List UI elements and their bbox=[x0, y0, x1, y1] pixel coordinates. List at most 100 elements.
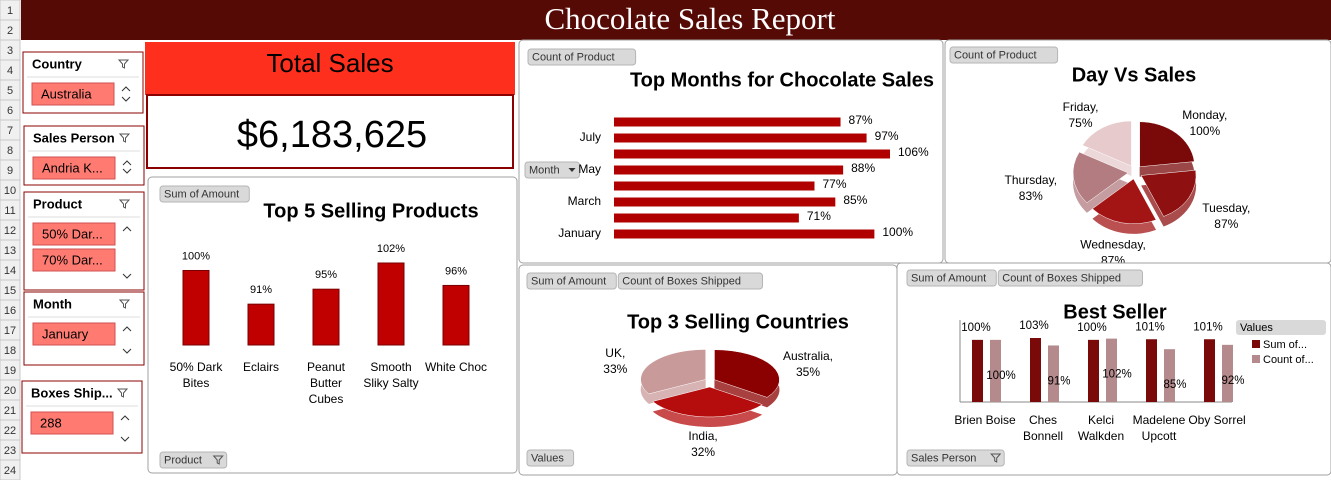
row-header: 9 bbox=[7, 165, 13, 177]
slicer-item-label: January bbox=[42, 326, 89, 341]
row-header: 11 bbox=[4, 205, 15, 217]
slicer-item[interactable] bbox=[30, 411, 114, 435]
row-header: 23 bbox=[4, 445, 16, 457]
field-button bbox=[526, 272, 617, 290]
scroll-arrows bbox=[122, 326, 132, 354]
filter-icon bbox=[117, 59, 130, 69]
data-label: 97% bbox=[875, 129, 899, 143]
slicer-item[interactable] bbox=[32, 248, 116, 272]
chart-panel bbox=[518, 264, 898, 476]
slicer-item[interactable] bbox=[32, 156, 116, 180]
data-label: 88% bbox=[851, 161, 875, 175]
bar bbox=[614, 213, 799, 223]
row-header: 14 bbox=[4, 265, 16, 277]
field-button-label: Product bbox=[164, 454, 202, 466]
pie-label-value: 75% bbox=[1069, 116, 1093, 130]
data-label: 103% bbox=[1019, 320, 1048, 332]
x-tick-label-box: Brien Boise bbox=[954, 413, 1016, 427]
x-tick-label: Smooth Sliky Salty bbox=[363, 360, 419, 390]
x-tick-label-box: White Choc bbox=[425, 360, 487, 374]
pie-label-category: Australia bbox=[783, 349, 830, 363]
row-header: 10 bbox=[4, 185, 16, 197]
x-tick-label-box: 50% Dark Bites bbox=[170, 360, 223, 390]
bar bbox=[614, 197, 836, 207]
slicer-item-label: 288 bbox=[40, 415, 62, 430]
pie-label: Monday, 100% bbox=[1182, 108, 1227, 138]
data-label: 71% bbox=[807, 209, 831, 223]
pie-label-sep: , bbox=[1224, 108, 1227, 122]
pie-label-value: 32% bbox=[691, 445, 715, 459]
row-header: 8 bbox=[7, 145, 13, 157]
scroll-arrows bbox=[121, 86, 131, 102]
slicer-item[interactable] bbox=[32, 222, 116, 246]
bar bbox=[1146, 339, 1157, 402]
bar bbox=[377, 262, 405, 346]
data-label: 87% bbox=[849, 113, 873, 127]
x-tick-label: Eclairs bbox=[242, 360, 279, 374]
field-button bbox=[159, 185, 250, 203]
y-tick-label: May bbox=[578, 162, 601, 176]
pie-label-category: Monday bbox=[1182, 108, 1225, 122]
field-button-label: Sales Person bbox=[911, 452, 976, 464]
report-title: Chocolate Sales Report bbox=[545, 1, 836, 36]
legend-title: Values bbox=[1240, 322, 1273, 334]
y-tick-label: January bbox=[558, 226, 601, 240]
pie-label-sep: , bbox=[830, 349, 833, 363]
data-label: 91% bbox=[250, 284, 272, 296]
pie-label-category: Tuesday bbox=[1202, 201, 1248, 215]
bar bbox=[1048, 345, 1059, 402]
filter-icon bbox=[118, 199, 131, 209]
row-header: 19 bbox=[4, 365, 16, 377]
x-tick-label: Oby Sorrel bbox=[1188, 413, 1246, 427]
pie-label-sep: , bbox=[1095, 100, 1098, 114]
bar bbox=[1106, 338, 1117, 402]
data-label: 100% bbox=[1077, 322, 1106, 334]
scroll-arrows bbox=[122, 226, 132, 279]
bar bbox=[1222, 344, 1233, 402]
row-header: 24 bbox=[4, 465, 16, 477]
row-header: 5 bbox=[7, 85, 13, 97]
pie-label-category: India bbox=[688, 429, 714, 443]
legend-label: Sum of... bbox=[1263, 339, 1307, 351]
pie-label-sep: , bbox=[1247, 201, 1250, 215]
chart-title: Best Seller bbox=[1063, 301, 1167, 323]
pie-label-category: Wednesday bbox=[1080, 238, 1143, 252]
field-button bbox=[617, 272, 763, 290]
data-label: 91% bbox=[1047, 375, 1070, 387]
slicer-item[interactable] bbox=[32, 322, 116, 346]
pie-label: Tuesday, 87% bbox=[1202, 201, 1250, 231]
slicer-item-label: 50% Dar... bbox=[42, 226, 103, 241]
chart-title: Top 3 Selling Countries bbox=[627, 311, 849, 333]
data-label: 95% bbox=[315, 269, 337, 281]
pie-label: Friday, 75% bbox=[1063, 100, 1099, 130]
pie-slice bbox=[640, 349, 706, 395]
x-tick-label: Brien Boise bbox=[954, 413, 1016, 427]
data-label: 106% bbox=[898, 145, 929, 159]
pie-label-value: 33% bbox=[603, 362, 627, 376]
data-label: 100% bbox=[986, 370, 1015, 382]
field-button bbox=[906, 269, 997, 287]
bar bbox=[182, 269, 210, 346]
pie-label: Thursday, 83% bbox=[1005, 173, 1057, 203]
pie-label-value: 87% bbox=[1214, 217, 1238, 231]
filter-icon bbox=[116, 388, 129, 398]
field-button bbox=[997, 269, 1143, 287]
x-tick-label-box: Oby Sorrel bbox=[1188, 413, 1246, 427]
chart-title: Top 5 Selling Products bbox=[263, 200, 478, 222]
row-header: 18 bbox=[4, 345, 16, 357]
x-tick-label: Ches Bonnell bbox=[1022, 413, 1064, 443]
chart-title: Day Vs Sales bbox=[1072, 64, 1197, 86]
data-label: 77% bbox=[822, 177, 846, 191]
pie-slice bbox=[1082, 120, 1132, 167]
x-tick-label-box: Ches Bonnell bbox=[1022, 413, 1064, 443]
field-button bbox=[526, 449, 575, 467]
x-tick-label-box: Eclairs bbox=[242, 360, 279, 374]
row-header: 3 bbox=[7, 45, 13, 57]
field-button bbox=[949, 46, 1059, 64]
pie-label-category: Friday bbox=[1063, 100, 1096, 114]
pie-label-value: 35% bbox=[796, 365, 820, 379]
data-label: 92% bbox=[1221, 375, 1244, 387]
field-button bbox=[527, 48, 637, 66]
slicer-item[interactable] bbox=[31, 82, 115, 106]
